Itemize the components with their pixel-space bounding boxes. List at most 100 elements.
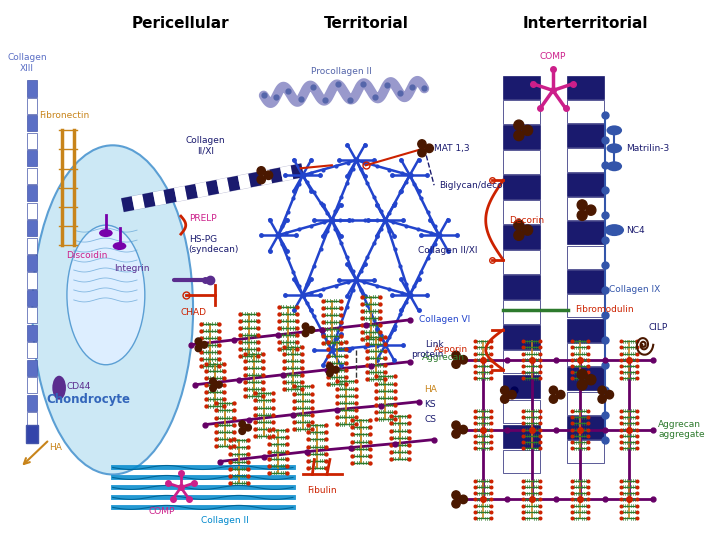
Circle shape <box>302 330 309 337</box>
FancyBboxPatch shape <box>27 290 37 306</box>
FancyBboxPatch shape <box>503 300 540 323</box>
Text: Asporin: Asporin <box>434 345 468 354</box>
Circle shape <box>418 148 426 157</box>
Ellipse shape <box>607 143 622 153</box>
Circle shape <box>452 430 460 438</box>
Circle shape <box>549 395 558 403</box>
Circle shape <box>523 225 533 235</box>
FancyBboxPatch shape <box>503 126 540 149</box>
Circle shape <box>508 390 516 399</box>
Text: Collagen II/XI: Collagen II/XI <box>419 246 478 254</box>
Text: MAT 1,3: MAT 1,3 <box>434 144 470 153</box>
Text: Collagen
II/XI: Collagen II/XI <box>185 136 225 155</box>
FancyBboxPatch shape <box>567 124 604 147</box>
Ellipse shape <box>67 225 145 365</box>
Text: COMP: COMP <box>540 52 566 60</box>
FancyBboxPatch shape <box>567 75 604 99</box>
FancyBboxPatch shape <box>27 220 37 236</box>
FancyBboxPatch shape <box>503 375 540 398</box>
Circle shape <box>501 395 509 403</box>
Text: Fibromodulin: Fibromodulin <box>575 306 634 314</box>
Circle shape <box>459 425 468 434</box>
Circle shape <box>327 363 333 370</box>
Text: COMP: COMP <box>148 507 175 516</box>
FancyBboxPatch shape <box>567 416 604 439</box>
Circle shape <box>557 390 565 399</box>
Text: HS-PG
(syndecan): HS-PG (syndecan) <box>189 235 239 254</box>
FancyBboxPatch shape <box>27 238 37 254</box>
Circle shape <box>605 390 614 399</box>
FancyBboxPatch shape <box>567 391 604 414</box>
FancyBboxPatch shape <box>567 440 604 464</box>
Text: NC4: NC4 <box>626 226 645 234</box>
Circle shape <box>201 341 207 348</box>
FancyBboxPatch shape <box>503 275 540 299</box>
Circle shape <box>452 491 460 499</box>
Ellipse shape <box>32 146 193 474</box>
Text: CS: CS <box>424 415 436 424</box>
FancyBboxPatch shape <box>27 150 37 167</box>
Circle shape <box>210 385 216 391</box>
Ellipse shape <box>607 126 622 135</box>
Text: CD44: CD44 <box>67 382 91 391</box>
FancyBboxPatch shape <box>27 273 37 288</box>
FancyBboxPatch shape <box>503 425 540 448</box>
Text: CILP: CILP <box>648 323 667 332</box>
FancyBboxPatch shape <box>567 173 604 196</box>
Text: Matrilin-3: Matrilin-3 <box>626 144 670 153</box>
Circle shape <box>265 171 272 179</box>
FancyBboxPatch shape <box>503 100 540 124</box>
Text: Decorin: Decorin <box>509 216 544 225</box>
FancyBboxPatch shape <box>567 343 604 366</box>
FancyBboxPatch shape <box>503 399 540 423</box>
Text: Collagen VI: Collagen VI <box>419 315 471 324</box>
FancyBboxPatch shape <box>27 325 37 341</box>
Circle shape <box>523 125 533 135</box>
Circle shape <box>302 323 309 330</box>
Circle shape <box>459 495 468 503</box>
FancyBboxPatch shape <box>27 307 37 323</box>
FancyBboxPatch shape <box>503 450 540 473</box>
Circle shape <box>452 360 460 368</box>
Text: PRELP: PRELP <box>189 213 216 223</box>
Ellipse shape <box>99 229 113 237</box>
Circle shape <box>418 140 426 148</box>
Circle shape <box>578 380 587 390</box>
FancyBboxPatch shape <box>503 175 540 199</box>
Text: Fibulin: Fibulin <box>307 486 337 495</box>
Text: Territorial: Territorial <box>324 16 409 31</box>
Circle shape <box>514 120 524 130</box>
FancyBboxPatch shape <box>503 225 540 249</box>
FancyBboxPatch shape <box>27 377 37 393</box>
FancyBboxPatch shape <box>27 342 37 358</box>
FancyBboxPatch shape <box>503 250 540 274</box>
Circle shape <box>239 421 245 427</box>
FancyBboxPatch shape <box>27 255 37 271</box>
Circle shape <box>578 210 587 220</box>
Circle shape <box>215 381 222 388</box>
Text: HA: HA <box>424 385 437 394</box>
Circle shape <box>257 175 265 184</box>
Text: Aggrecan
aggregate: Aggrecan aggregate <box>658 420 704 439</box>
FancyBboxPatch shape <box>27 98 37 114</box>
FancyBboxPatch shape <box>567 270 604 293</box>
FancyBboxPatch shape <box>567 148 604 171</box>
Circle shape <box>514 220 524 230</box>
FancyBboxPatch shape <box>27 412 37 428</box>
FancyBboxPatch shape <box>503 150 540 174</box>
FancyBboxPatch shape <box>27 115 37 132</box>
FancyBboxPatch shape <box>567 367 604 390</box>
FancyBboxPatch shape <box>27 395 37 411</box>
Text: Fibronectin: Fibronectin <box>39 112 89 120</box>
Text: Pericellular: Pericellular <box>132 16 230 31</box>
Ellipse shape <box>605 224 624 236</box>
Circle shape <box>598 386 606 395</box>
Text: Integrin: Integrin <box>114 264 150 273</box>
FancyBboxPatch shape <box>27 133 37 149</box>
FancyBboxPatch shape <box>27 80 37 96</box>
FancyBboxPatch shape <box>27 168 37 184</box>
Text: Link
protein: Link protein <box>411 340 444 360</box>
Ellipse shape <box>113 242 126 250</box>
Circle shape <box>459 356 468 364</box>
Circle shape <box>501 386 509 395</box>
